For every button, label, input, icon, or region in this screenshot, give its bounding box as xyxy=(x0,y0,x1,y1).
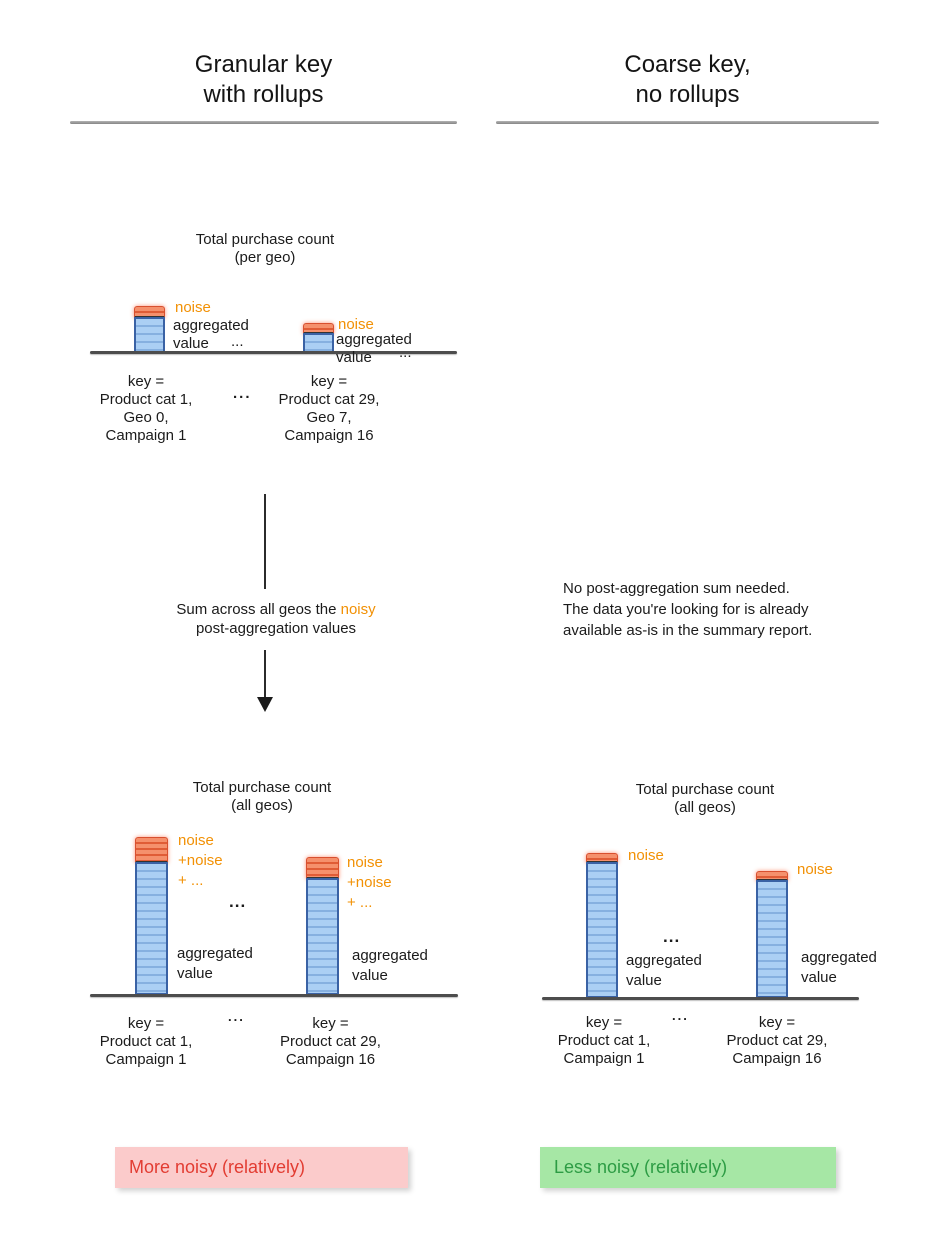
key-label: key = Product cat 29, Campaign 16 xyxy=(280,1015,381,1068)
ellipsis: ... xyxy=(233,385,252,402)
arrow-caption: Sum across all geos the noisy post-aggre… xyxy=(136,600,416,638)
aggregated-value-label: aggregated value xyxy=(352,947,428,984)
noise-label: noise xyxy=(797,861,833,878)
aggregated-value-bar xyxy=(306,878,339,995)
aggregated-value-label: aggregated value xyxy=(173,317,249,352)
ellipsis: ... xyxy=(228,1009,245,1024)
noise-segment xyxy=(135,837,168,863)
arrow-line-upper xyxy=(264,494,266,589)
no-sum-needed-note: No post-aggregation sum needed. The data… xyxy=(563,580,813,639)
noise-label: noise xyxy=(175,299,211,316)
noise-segment xyxy=(306,857,339,879)
chart-title-per-geo: Total purchase count (per geo) xyxy=(195,231,335,266)
header-underline-right xyxy=(496,121,879,124)
chart-title-all-geos-right: Total purchase count (all geos) xyxy=(635,781,775,816)
arrow-caption-part2: post-aggregation values xyxy=(195,620,357,637)
header-underline-left xyxy=(70,121,457,124)
noise-label: noise xyxy=(628,847,664,864)
noise-sum-label: noise +noise + ... xyxy=(178,832,223,889)
aggregated-value-bar xyxy=(756,880,788,998)
ellipsis: ... xyxy=(231,333,244,350)
key-label: key = Product cat 29, Geo 7, Campaign 16 xyxy=(278,373,380,444)
arrow-line-lower xyxy=(264,650,266,698)
noise-sum-label: noise +noise + ... xyxy=(347,854,392,911)
arrow-caption-noisy: noisy xyxy=(340,601,376,618)
arrow-head xyxy=(257,697,273,712)
ellipsis: ... xyxy=(663,927,681,946)
ellipsis: ... xyxy=(672,1008,689,1023)
axis-baseline xyxy=(542,997,859,1000)
badge-more-noisy: More noisy (relatively) xyxy=(115,1147,408,1188)
badge-less-noisy: Less noisy (relatively) xyxy=(540,1147,836,1188)
chart-title-all-geos-left: Total purchase count (all geos) xyxy=(192,779,332,814)
noise-label: noise xyxy=(338,316,374,333)
aggregated-value-bar xyxy=(135,862,168,995)
axis-baseline xyxy=(90,994,458,997)
key-label: key = Product cat 1, Campaign 1 xyxy=(99,1015,193,1068)
arrow-caption-part1: Sum across all geos the xyxy=(176,601,341,618)
axis-baseline xyxy=(90,351,457,354)
aggregated-value-bar xyxy=(586,862,618,998)
ellipsis: ... xyxy=(229,892,247,911)
aggregated-value-bar xyxy=(134,317,165,354)
ellipsis: ... xyxy=(399,344,412,361)
column-header-coarse-key: Coarse key, no rollups xyxy=(624,51,751,108)
aggregated-value-label: aggregated value xyxy=(626,952,702,989)
aggregated-value-label: aggregated value xyxy=(177,945,253,982)
aggregated-value-label: aggregated value xyxy=(336,331,412,366)
key-label: key = Product cat 1, Geo 0, Campaign 1 xyxy=(99,373,193,444)
key-label: key = Product cat 29, Campaign 16 xyxy=(726,1014,828,1067)
key-label: key = Product cat 1, Campaign 1 xyxy=(557,1014,651,1067)
aggregated-value-label: aggregated value xyxy=(801,949,877,986)
column-header-granular-key: Granular key with rollups xyxy=(194,51,333,108)
